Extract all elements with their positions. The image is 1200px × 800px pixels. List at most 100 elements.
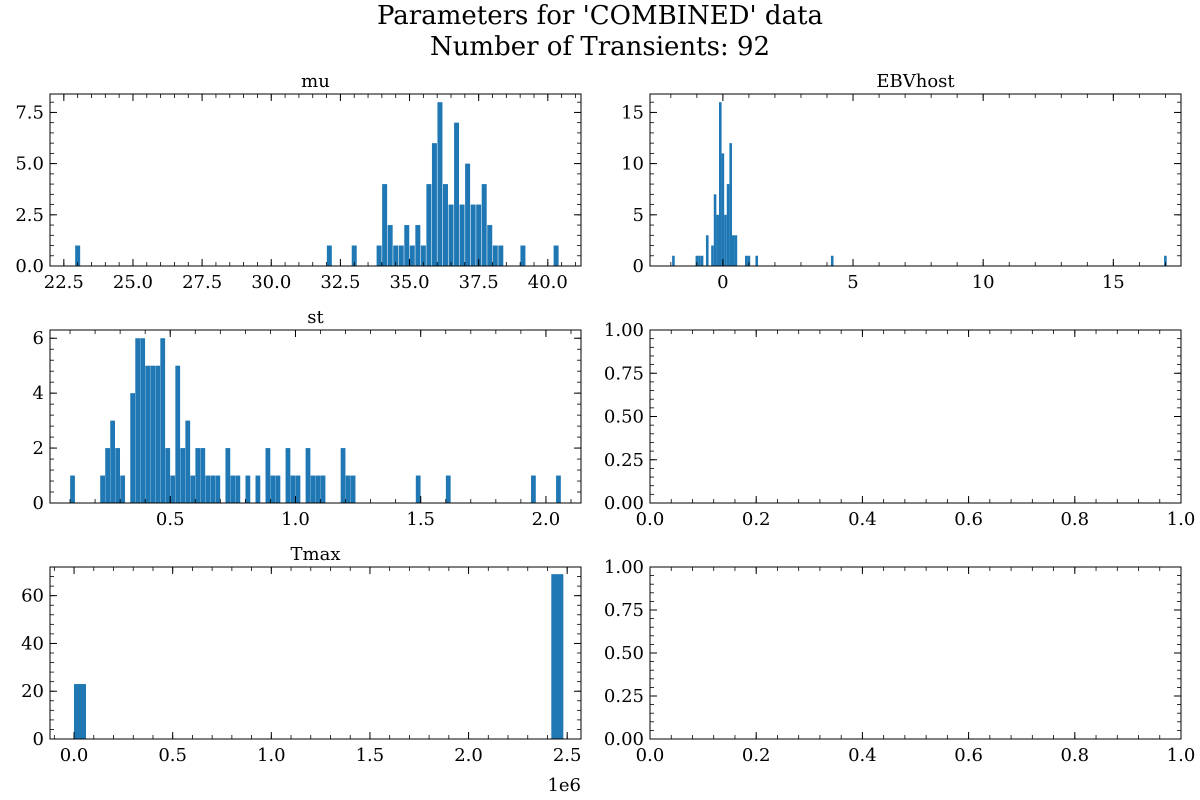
mu-xtick-label: 35.0: [389, 272, 429, 293]
tmax-ytick-label: 20: [21, 681, 44, 702]
ebvhost-ytick-label: 15: [621, 102, 644, 123]
tmax-xtick-label: 2.5: [553, 745, 582, 766]
empty-1-ytick-label: 1.00: [604, 320, 644, 341]
st-axes-frame: [49, 329, 582, 504]
ebvhost-bar: [1164, 255, 1167, 266]
empty-2-xtick-label: 1.0: [1167, 745, 1196, 766]
st-bar: [200, 448, 206, 503]
mu-bar: [351, 245, 357, 266]
ebvhost-bar: [711, 245, 714, 266]
st-title: st: [307, 307, 324, 328]
suptitle-line-1: Parameters for 'COMBINED' data: [377, 1, 823, 31]
st-bar: [100, 475, 105, 503]
ebvhost-xtick-label: 10: [972, 272, 995, 293]
mu-ytick-label: 2.5: [15, 205, 44, 226]
mu-bar: [454, 122, 460, 266]
st-bar: [556, 475, 561, 503]
st-bar: [140, 338, 146, 503]
empty-1-xtick-label: 0.2: [742, 509, 771, 530]
ebvhost-bar: [747, 255, 751, 266]
empty-1-xtick-label: 0.0: [636, 509, 665, 530]
ebvhost-bar: [724, 214, 727, 266]
st-bar: [110, 420, 115, 503]
mu-bar: [443, 184, 448, 266]
st-bar: [225, 448, 231, 503]
ebvhost-bar: [830, 255, 834, 266]
st-ytick-label: 4: [33, 383, 44, 404]
st-bar: [310, 475, 316, 503]
mu-bar: [470, 204, 476, 266]
st-bar: [345, 475, 351, 503]
empty-2-xtick-label: 0.0: [636, 745, 665, 766]
mu-xtick-label: 37.5: [459, 272, 499, 293]
ebvhost-ytick-label: 5: [633, 205, 644, 226]
ebvhost-bar: [672, 255, 675, 266]
ebvhost-xtick-label: 15: [1102, 272, 1125, 293]
st-bar: [245, 475, 251, 503]
mu-bar: [393, 245, 399, 266]
mu-bar: [476, 204, 482, 266]
st-bar: [190, 475, 196, 503]
empty-2-ytick-label: 1.00: [604, 557, 644, 578]
ebvhost-ytick-label: 0: [633, 256, 644, 277]
subplot-tmax: 0.0 0.5 1.0 1.5 2.0 2.5 0 20 40 60 Tmax 1e6: [21, 544, 581, 796]
st-bar: [340, 448, 346, 503]
ebvhost-bar: [745, 255, 748, 266]
tmax-ytick-label: 40: [21, 633, 44, 654]
st-bar: [180, 448, 186, 503]
empty-1-ytick-label: 0.00: [604, 493, 644, 514]
st-bar: [285, 448, 291, 503]
ebvhost-bar: [695, 255, 699, 266]
st-bar: [415, 475, 421, 503]
st-bar: [255, 475, 261, 503]
st-bar: [175, 365, 181, 503]
mu-bar: [492, 245, 498, 266]
st-bar: [145, 365, 151, 503]
empty-2-ytick-label: 0.25: [604, 686, 644, 707]
mu-bar: [415, 225, 421, 266]
subplot-st: 0.5 1.0 1.5 2.0 0 2 4 6 st: [33, 307, 582, 530]
st-ytick-label: 0: [33, 493, 44, 514]
st-bar: [135, 338, 141, 503]
mu-ytick-label: 5.0: [15, 154, 44, 175]
st-bar: [265, 448, 271, 503]
subplot-empty-1: 0.0 0.2 0.4 0.6 0.8 1.0 0.00 0.25 0.50 0.75 1.00: [604, 320, 1195, 530]
empty-1-ytick-label: 0.25: [604, 450, 644, 471]
st-bar: [170, 475, 176, 503]
empty-2-xtick-label: 0.6: [954, 745, 983, 766]
tmax-bar: [73, 684, 86, 739]
mu-bar: [437, 102, 443, 266]
tmax-xtick-label: 1.5: [356, 745, 385, 766]
st-bar: [275, 475, 281, 503]
mu-bar: [487, 225, 493, 266]
mu-bar: [75, 245, 81, 266]
tmax-ytick-label: 60: [21, 586, 44, 607]
st-bar: [195, 448, 201, 503]
empty-1-ytick-label: 0.50: [604, 407, 644, 428]
st-bar: [165, 448, 171, 503]
ebvhost-bar: [713, 194, 717, 266]
tmax-bar: [551, 574, 564, 739]
mu-bar: [465, 163, 471, 266]
mu-bar: [404, 225, 410, 266]
mu-bar: [382, 184, 388, 266]
mu-ytick-label: 7.5: [15, 102, 44, 123]
empty-2-ytick-label: 0.75: [604, 600, 644, 621]
empty-1-xtick-label: 0.6: [954, 509, 983, 530]
mu-title: mu: [301, 71, 330, 92]
st-xtick-label: 1.5: [406, 509, 435, 530]
mu-bar: [448, 204, 454, 266]
ebvhost-bar: [726, 184, 730, 266]
ebvhost-xtick-label: 5: [847, 272, 858, 293]
mu-bar: [498, 245, 504, 266]
st-xtick-label: 2.0: [532, 509, 561, 530]
mu-bar: [326, 245, 332, 266]
mu-xtick-label: 40.0: [528, 272, 568, 293]
tmax-xtick-label: 1.0: [257, 745, 286, 766]
tmax-xtick-label: 2.0: [454, 745, 483, 766]
mu-bar: [426, 184, 432, 266]
st-bar: [315, 475, 321, 503]
st-bar: [155, 365, 161, 503]
mu-ytick-label: 0.0: [15, 256, 44, 277]
st-bar: [105, 448, 110, 503]
